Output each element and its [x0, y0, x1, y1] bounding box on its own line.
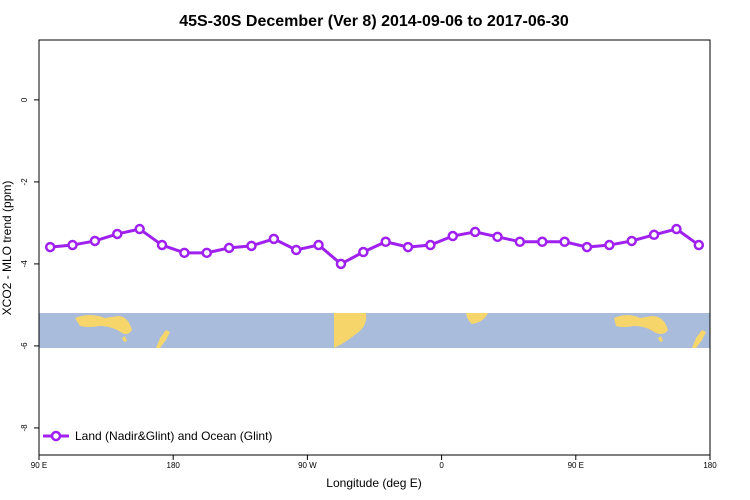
- data-point: [179, 247, 190, 259]
- x-tick-label: 180: [167, 461, 181, 470]
- data-point: [89, 235, 101, 247]
- data-point: [223, 242, 235, 254]
- data-point: [693, 239, 705, 251]
- x-tick-label: 90 W: [298, 461, 317, 470]
- data-point: [648, 229, 660, 241]
- y-tick-label: 0: [20, 97, 29, 102]
- x-tick-label: 90 E: [31, 461, 47, 470]
- data-point: [112, 228, 123, 240]
- data-point: [67, 239, 78, 251]
- data-point: [134, 223, 145, 235]
- y-tick-label: -4: [20, 260, 29, 268]
- data-point: [335, 258, 347, 270]
- data-point: [559, 236, 570, 248]
- chart-title: 45S-30S December (Ver 8) 2014-09-06 to 2…: [179, 13, 569, 30]
- y-tick-label: -2: [20, 178, 29, 186]
- data-point: [604, 239, 615, 251]
- data-point: [380, 236, 391, 248]
- data-point: [44, 241, 56, 253]
- data-point: [671, 223, 682, 235]
- data-point: [358, 246, 369, 258]
- data-point: [402, 241, 414, 253]
- data-point: [469, 226, 481, 238]
- plot-frame: [38, 39, 711, 456]
- data-point: [492, 231, 503, 243]
- data-point: [201, 247, 212, 259]
- data-point: [156, 239, 168, 251]
- y-tick-label: -6: [20, 342, 29, 350]
- data-point: [246, 240, 257, 252]
- data-point: [313, 239, 324, 251]
- x-tick-label: 0: [439, 461, 444, 470]
- data-point: [581, 241, 593, 253]
- data-point: [514, 236, 526, 248]
- x-tick-label: 180: [703, 461, 717, 470]
- series-line: [50, 227, 700, 266]
- legend-label: Land (Nadir&Glint) and Ocean (Glint): [75, 429, 272, 443]
- map-strip: [39, 313, 710, 348]
- data-point: [537, 236, 548, 248]
- x-axis-label: Longitude (deg E): [326, 476, 421, 490]
- y-axis-label: XCO2 - MLO trend (ppm): [0, 181, 14, 316]
- data-point: [290, 244, 302, 256]
- data-point: [268, 233, 280, 245]
- x-tick-label: 90 E: [568, 461, 584, 470]
- data-point: [447, 230, 459, 242]
- y-tick-label: -8: [20, 424, 29, 432]
- data-point: [425, 239, 436, 251]
- data-point: [626, 235, 637, 247]
- legend-marker: [50, 430, 62, 442]
